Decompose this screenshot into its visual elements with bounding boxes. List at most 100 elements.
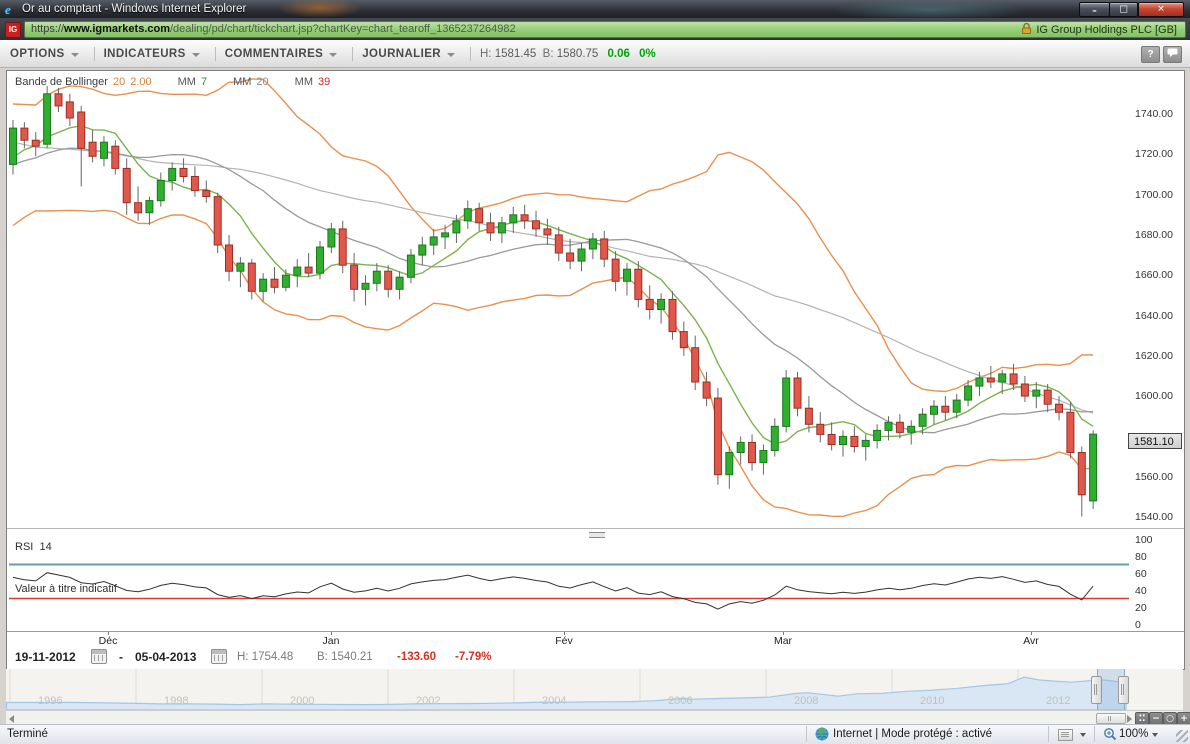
price-tick: 1640.00 [1135, 310, 1173, 322]
chevron-down-icon [446, 52, 455, 57]
month-label: Mar [773, 635, 793, 647]
price-tick: 1700.00 [1135, 189, 1173, 201]
calendar-icon[interactable] [211, 649, 227, 664]
price-chart-svg[interactable] [9, 71, 1129, 529]
scroll-left-arrow-icon[interactable] [9, 715, 14, 723]
rsi-tick: 40 [1135, 585, 1147, 597]
navigator-year: 1998 [164, 695, 189, 707]
navigator-year: 2004 [542, 695, 567, 707]
rsi-tick: 20 [1135, 602, 1147, 614]
indicator-legend: Bande de Bollinger 20 2.00 MM 7 MM 20 MM 39 [15, 76, 331, 88]
navigator-year: 2006 [668, 695, 693, 707]
navigator-area-chart [6, 669, 1127, 710]
speech-bubble-icon [1167, 48, 1178, 57]
security-zone-text: Internet | Mode protégé : activé [833, 728, 992, 740]
rsi-tick: 60 [1135, 568, 1147, 580]
chevron-down-icon [329, 52, 338, 57]
selection-handle-left[interactable] [1091, 676, 1102, 704]
protected-mode-icon[interactable] [1058, 729, 1073, 741]
date-to: 05-04-2013 [135, 650, 197, 664]
help-button[interactable]: ? [1141, 46, 1160, 63]
chevron-down-icon[interactable] [1152, 733, 1158, 737]
window-resize-grip[interactable] [1176, 730, 1188, 742]
price-tick: 1740.00 [1135, 108, 1173, 120]
menu-commentaires[interactable]: COMMENTAIRES [225, 48, 344, 60]
price-tick: 1620.00 [1135, 350, 1173, 362]
maximize-button[interactable]: □ [1109, 2, 1138, 17]
month-label: Avr [1023, 635, 1039, 647]
internet-explorer-icon: e [5, 2, 11, 17]
url-domain: www.igmarkets.com [64, 23, 170, 35]
range-high: H: 1754.48 [237, 651, 294, 663]
menu-journalier[interactable]: JOURNALIER [362, 48, 461, 60]
chevron-down-icon[interactable] [1080, 733, 1086, 737]
ev-certificate-badge[interactable]: IG Group Holdings PLC [GB] [1021, 22, 1177, 37]
range-low: B: 1540.21 [317, 651, 373, 663]
scrollbar-thumb[interactable] [1096, 713, 1126, 724]
last-price-label: 1581.10 [1128, 433, 1182, 449]
chevron-down-icon [70, 52, 79, 57]
chart-area: Bande de Bollinger 20 2.00 MM 7 MM 20 MM 39 Vale… [6, 70, 1185, 670]
live-quote: H: 1581.45 B: 1580.75 0.06 0% [479, 47, 656, 60]
month-label: Fév [555, 635, 573, 647]
rsi-axis: 100 80 60 40 20 0 [1129, 534, 1179, 631]
navigator-year: 2010 [920, 695, 945, 707]
range-change-pct: -7.79% [455, 651, 492, 663]
menu-indicateurs[interactable]: INDICATEURS [104, 48, 206, 60]
menu-options[interactable]: OPTIONS [10, 48, 85, 60]
price-tick: 1680.00 [1135, 229, 1173, 241]
minimize-button[interactable]: – [1079, 2, 1110, 17]
close-button[interactable]: ✕ [1138, 2, 1184, 17]
rsi-tick: 100 [1135, 534, 1153, 546]
time-axis: Déc Jan Fév Mar Avr [7, 631, 1184, 647]
date-from: 19-11-2012 [15, 650, 76, 664]
quote-change: 0.06 [607, 47, 630, 60]
title-bar[interactable]: e Or au comptant - Windows Internet Expl… [0, 0, 1190, 18]
globe-icon [815, 727, 829, 744]
magnifier-icon [1103, 727, 1117, 744]
chevron-down-icon [191, 52, 200, 57]
page-zoom-level[interactable]: 100% [1119, 728, 1149, 740]
chart-toolbar: OPTIONS INDICATEURS COMMENTAIRES JOURNAL… [0, 40, 1190, 68]
address-bar: IG https://www.igmarkets.com/dealing/pd/… [0, 18, 1190, 40]
comment-button[interactable] [1163, 46, 1182, 63]
rsi-panel: RSI 14 100 80 60 40 20 0 [7, 534, 1184, 631]
navigator-year: 1996 [38, 695, 63, 707]
price-tick: 1560.00 [1135, 471, 1173, 483]
rsi-tick: 0 [1135, 619, 1141, 631]
quote-change-pct: 0% [639, 47, 656, 60]
month-label: Déc [98, 635, 118, 647]
navigator-year: 2002 [416, 695, 441, 707]
chart-scrollbar[interactable]: ⁚⁚ − ○ + [6, 710, 1190, 726]
lock-icon [1022, 22, 1032, 34]
price-tick: 1720.00 [1135, 148, 1173, 160]
price-tick: 1600.00 [1135, 390, 1173, 402]
history-navigator[interactable]: 1996 1998 2000 2002 2004 2006 2008 2010 2012 [6, 669, 1183, 711]
navigator-year: 2012 [1046, 695, 1071, 707]
disclaimer-text: Valeur à titre indicatif [15, 583, 117, 595]
url-scheme: https:// [31, 23, 65, 35]
price-axis: 1740.00 1720.00 1700.00 1680.00 1660.00 1640.… [1129, 71, 1184, 529]
ig-favicon: IG [5, 22, 21, 38]
panel-splitter[interactable] [7, 528, 1184, 538]
price-tick: 1660.00 [1135, 269, 1173, 281]
rsi-tick: 80 [1135, 551, 1147, 563]
quote-high: 1581.45 [494, 47, 537, 60]
range-change: -133.60 [397, 651, 437, 663]
scroll-right-arrow-icon[interactable] [1127, 715, 1132, 723]
splitter-grip-icon[interactable] [589, 532, 605, 538]
quote-bid: 1580.75 [556, 47, 599, 60]
certificate-holder: IG Group Holdings PLC [GB] [1036, 24, 1177, 36]
selection-handle-right[interactable] [1118, 676, 1129, 704]
calendar-icon[interactable] [91, 649, 107, 664]
url-path: /dealing/pd/chart/tickchart.jsp?chartKey… [170, 23, 516, 35]
window-title: Or au comptant - Windows Internet Explor… [22, 3, 247, 15]
rsi-label: RSI 14 [15, 541, 52, 553]
rsi-chart-svg [9, 563, 1129, 610]
status-bar: Terminé Internet | Mode protégé : activé… [0, 724, 1190, 744]
navigator-year: 2000 [290, 695, 315, 707]
url-field[interactable]: https://www.igmarkets.com/dealing/pd/cha… [24, 21, 1186, 38]
month-label: Jan [322, 635, 340, 647]
price-tick: 1540.00 [1135, 511, 1173, 523]
status-text: Terminé [7, 728, 48, 740]
